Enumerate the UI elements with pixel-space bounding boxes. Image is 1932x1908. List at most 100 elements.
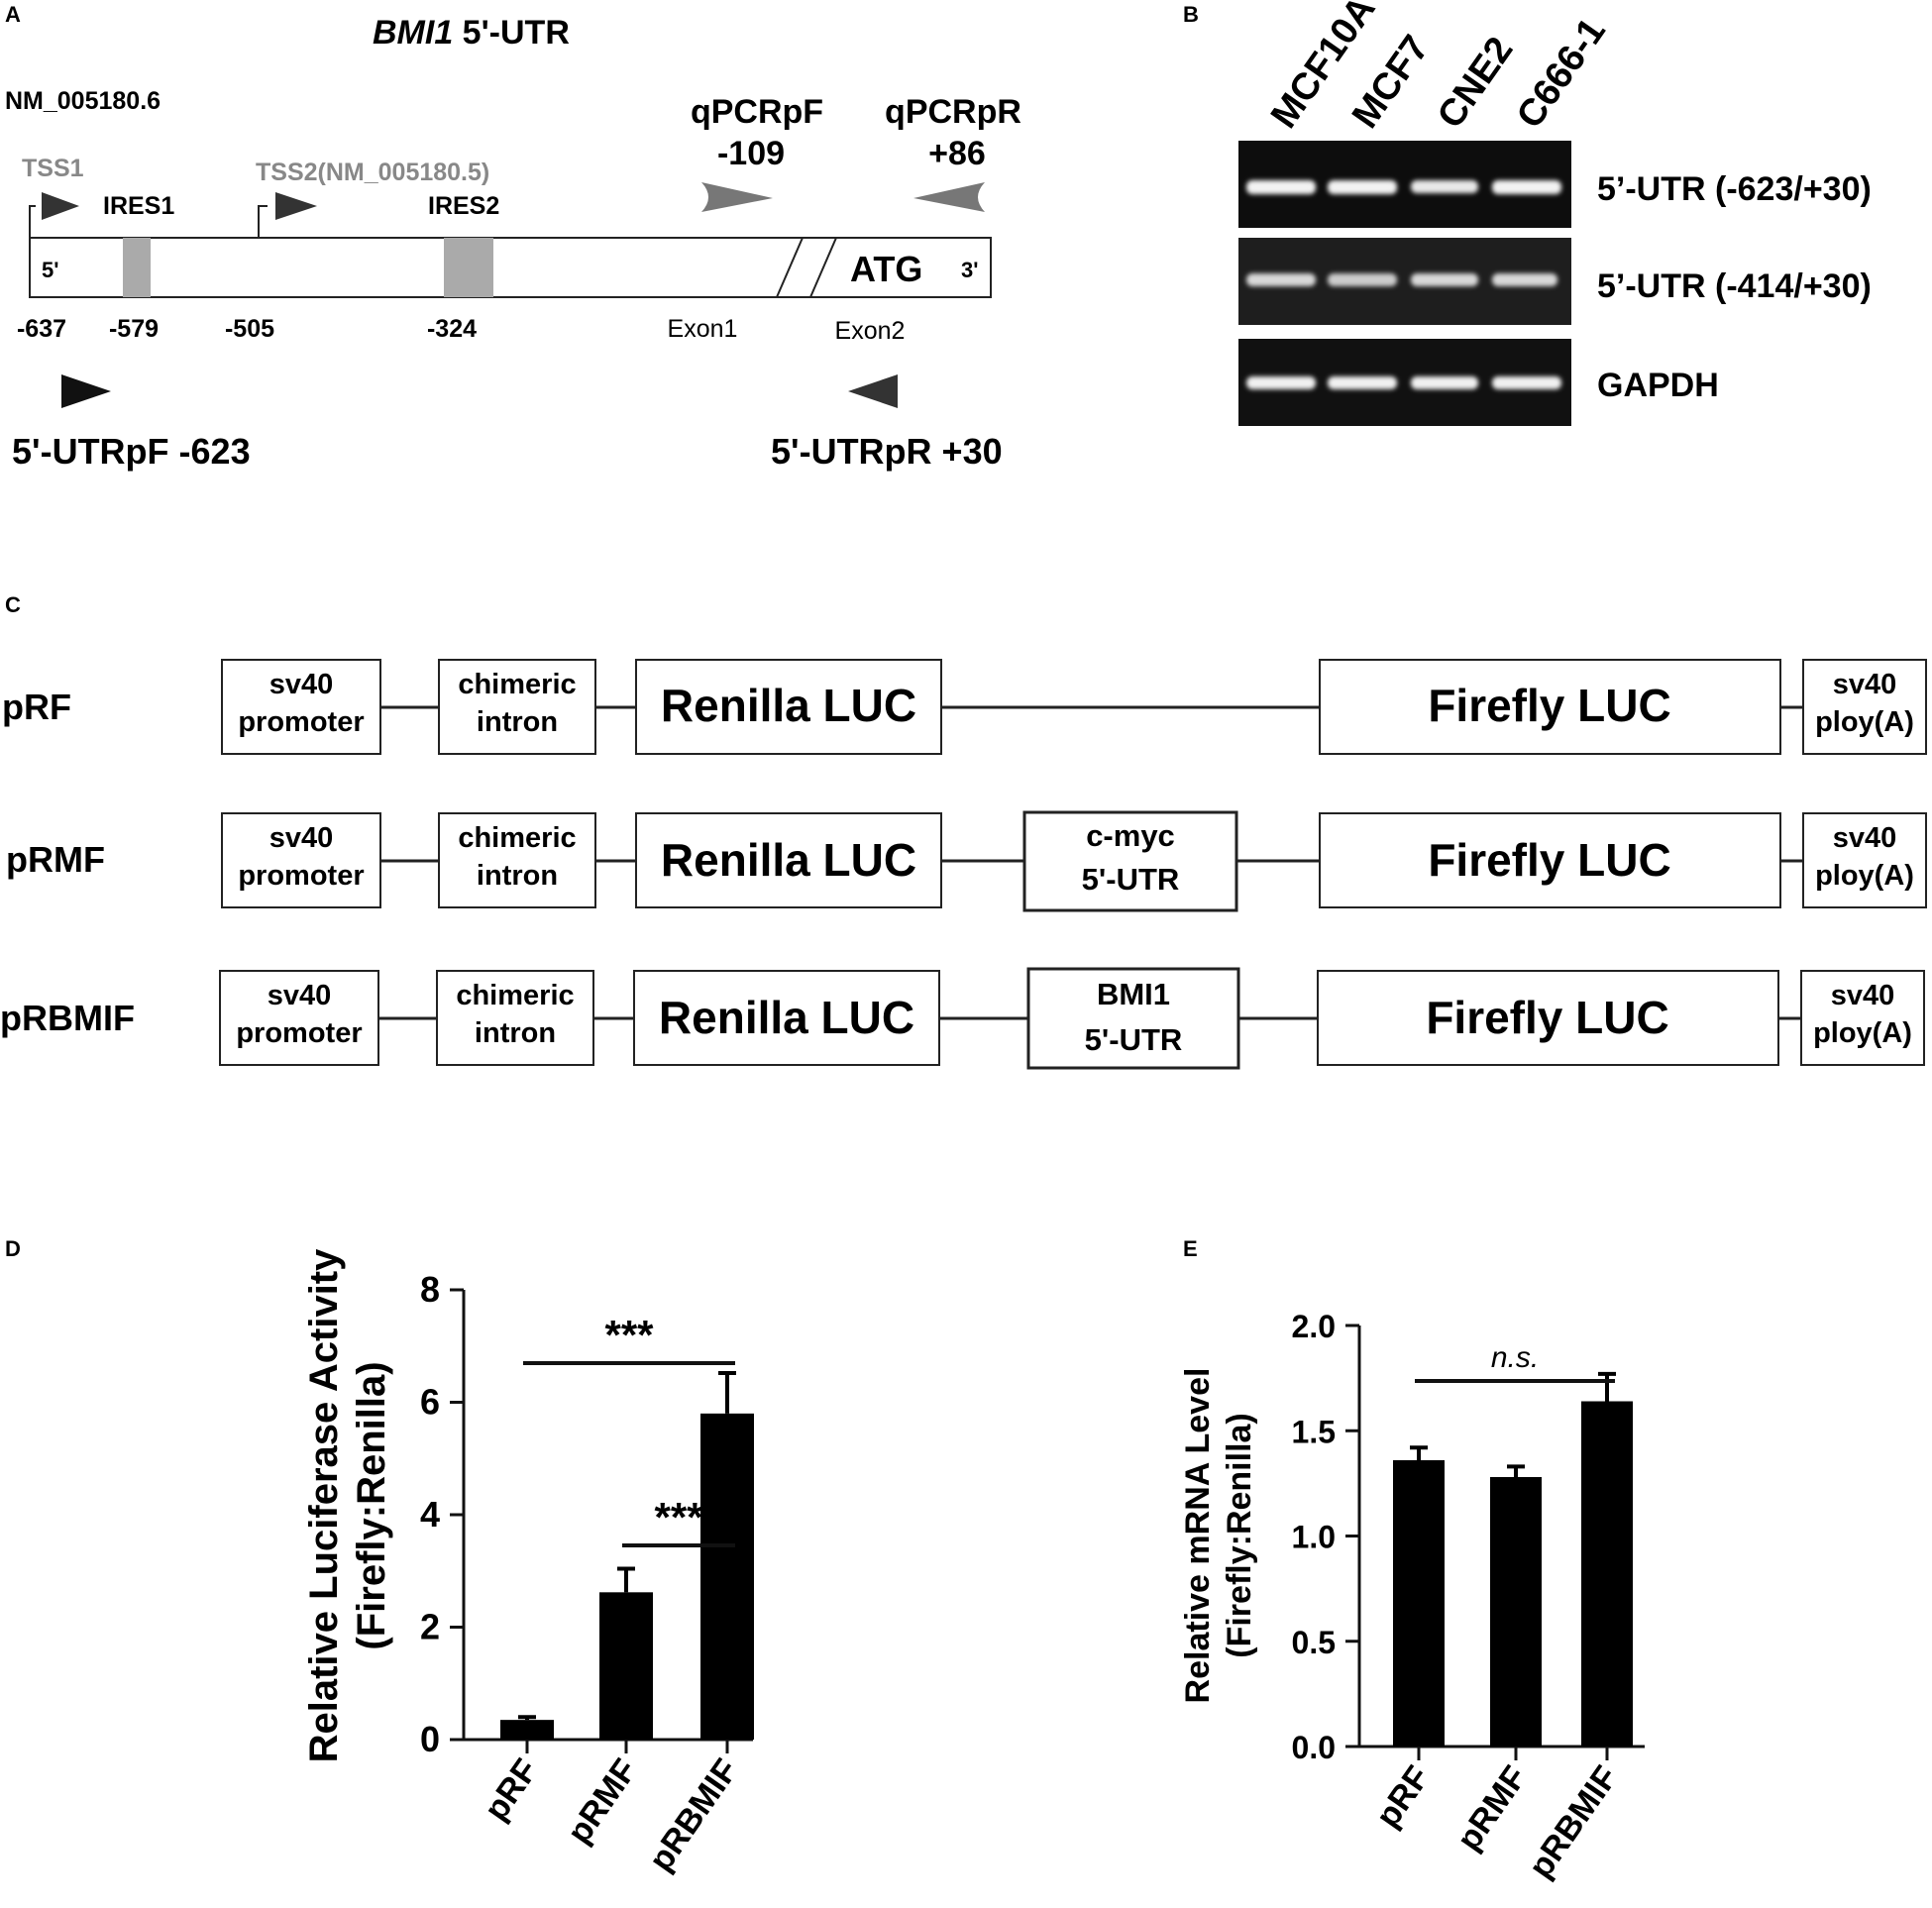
polya-label: ploy(A) — [1815, 860, 1914, 892]
promoter-label: promoter — [238, 706, 364, 738]
renilla-label: Renilla LUC — [659, 992, 914, 1043]
panel-a: A BMI1 5'-UTR NM_005180.6 TSS1 IRES1 TSS… — [5, 2, 1021, 472]
promoter-label: sv40 — [269, 669, 334, 700]
qpcr-f-name: qPCRpF — [691, 93, 823, 131]
insert-box — [1026, 967, 1240, 1070]
renilla-label: Renilla LUC — [661, 834, 916, 886]
promoter-label: promoter — [236, 1017, 362, 1049]
x-tick-label: pRMF — [560, 1752, 644, 1851]
qpcr-f-arrow-icon — [701, 182, 773, 212]
bar — [500, 1720, 554, 1740]
y-tick-label: 1.5 — [1292, 1414, 1336, 1449]
y-tick-label: 0 — [420, 1719, 440, 1759]
gel-band-label: 5’-UTR (-623/+30) — [1597, 170, 1872, 208]
firefly-label: Firefly LUC — [1426, 992, 1668, 1043]
exon1-label: Exon1 — [668, 315, 738, 343]
firefly-box — [1319, 812, 1781, 908]
panel-e-label: E — [1183, 1236, 1198, 1261]
promoter-label: sv40 — [268, 980, 332, 1011]
construct-prbmif: pRBMIF sv40 promoter chimeric intron Ren… — [0, 967, 1925, 1070]
promoter-label: promoter — [238, 860, 364, 892]
intron-box — [438, 659, 596, 755]
insert-label: BMI1 — [1097, 977, 1170, 1011]
firefly-label: Firefly LUC — [1428, 680, 1670, 731]
position-label: -505 — [225, 315, 274, 343]
utr-primer-f-label: 5'-UTRpF -623 — [12, 431, 251, 472]
lane-label: C666-1 — [1509, 11, 1614, 136]
construct-name: pRBMIF — [0, 998, 135, 1038]
panel-a-label: A — [5, 2, 21, 27]
firefly-label: Firefly LUC — [1428, 834, 1670, 886]
insert-label: 5'-UTR — [1082, 862, 1180, 897]
y-tick-label: 4 — [420, 1494, 440, 1535]
utr-primer-r-arrow-icon — [848, 374, 898, 408]
y-axis-label: Relative mRNA Level — [1179, 1368, 1217, 1704]
gel-strip — [1238, 238, 1571, 325]
panel-d-label: D — [5, 1236, 21, 1261]
utr-bar — [29, 237, 992, 298]
ires1-region — [123, 238, 151, 297]
significance-label: *** — [604, 1312, 654, 1358]
tss1-arrow-icon — [42, 192, 79, 220]
gel-band — [1411, 180, 1478, 193]
position-label: -637 — [17, 315, 66, 343]
renilla-label: Renilla LUC — [661, 680, 916, 731]
intron-label: intron — [475, 1017, 556, 1049]
construct-name: pRMF — [6, 839, 105, 880]
gel-band-label: GAPDH — [1597, 367, 1719, 404]
gel-band — [1411, 273, 1478, 286]
exon2-label: Exon2 — [835, 317, 906, 345]
gel-strip — [1238, 339, 1571, 426]
firefly-box — [1317, 970, 1779, 1066]
gel-band — [1492, 376, 1561, 389]
promoter-label: sv40 — [269, 822, 334, 854]
polya-label: ploy(A) — [1813, 1017, 1912, 1049]
gel-band — [1246, 273, 1316, 286]
bar — [1393, 1460, 1445, 1747]
qpcr-r-name: qPCRpR — [885, 93, 1021, 131]
polya-label: sv40 — [1833, 822, 1897, 854]
mrna-level-chart: 0.0 0.5 1.0 1.5 2.0 Relative mRNA Level (Firef… — [1179, 1309, 1645, 1885]
promoter-box — [221, 812, 381, 908]
polya-box — [1802, 659, 1927, 755]
polya-box — [1800, 970, 1925, 1066]
y-tick-label: 0.5 — [1292, 1625, 1336, 1660]
gel-band — [1328, 180, 1397, 194]
tss1-line — [29, 205, 36, 238]
tss2-arrow-icon — [275, 192, 317, 220]
intron-label: chimeric — [458, 669, 576, 700]
gel-band — [1246, 180, 1316, 194]
gel-strip — [1238, 141, 1571, 228]
panel-c-label: C — [5, 592, 21, 617]
y-tick-label: 2.0 — [1292, 1309, 1336, 1344]
position-label: -324 — [427, 315, 477, 343]
x-tick-label: pRBMIF — [642, 1752, 746, 1878]
gel-band — [1328, 376, 1397, 389]
construct-name: pRF — [2, 687, 71, 727]
qpcr-r-arrow-icon — [913, 182, 985, 212]
y-axis-label: Relative Luciferase Activity — [302, 1248, 346, 1763]
polya-box — [1802, 812, 1927, 908]
atg-label: ATG — [850, 249, 922, 289]
y-tick-label: 1.0 — [1292, 1520, 1336, 1555]
bar — [1581, 1401, 1633, 1747]
intron-box — [436, 970, 594, 1066]
x-tick-label: pRF — [478, 1752, 546, 1828]
construct-prf: pRF sv40 promoter chimeric intron Renill… — [2, 659, 1927, 755]
bar — [1490, 1477, 1542, 1747]
y-tick-label: 0.0 — [1292, 1730, 1336, 1765]
qpcr-f-pos: -109 — [717, 135, 785, 172]
gel-band-label: 5’-UTR (-414/+30) — [1597, 267, 1872, 305]
panel-b: B MCF10A MCF7 CNE2 C666-1 5’-UTR (-623/+… — [1183, 0, 1872, 426]
x-tick-label: pRF — [1369, 1759, 1438, 1835]
x-tick-label: pRMF — [1449, 1759, 1534, 1857]
y-tick-label: 2 — [420, 1607, 440, 1647]
tss2-label: TSS2(NM_005180.5) — [256, 159, 489, 186]
intron-box — [438, 812, 596, 908]
qpcr-r-pos: +86 — [928, 135, 986, 172]
significance-label: *** — [654, 1494, 703, 1540]
bar — [700, 1413, 754, 1740]
three-prime-label: 3' — [961, 258, 978, 282]
tss1-label: TSS1 — [22, 155, 84, 182]
